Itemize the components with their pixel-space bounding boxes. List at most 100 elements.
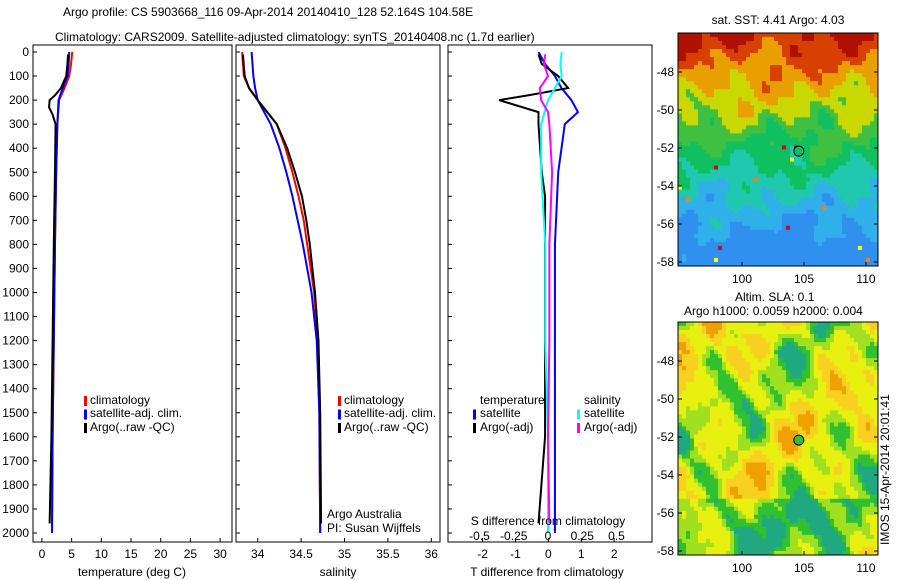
map-cell (818, 245, 823, 251)
map-cell (702, 257, 707, 263)
map-cell (798, 257, 803, 263)
map-cell (834, 33, 839, 38)
map-cell (742, 197, 747, 203)
map-cell (750, 410, 755, 415)
map-cell (678, 253, 683, 259)
map-cell (862, 249, 867, 255)
map-cell (710, 378, 715, 383)
map-cell (766, 470, 771, 476)
map-cell (810, 189, 815, 195)
map-cell (846, 450, 851, 455)
map-cell (698, 474, 703, 480)
map-cell (770, 398, 775, 403)
map-cell (702, 358, 707, 363)
map-cell (838, 438, 843, 443)
map-cell (842, 73, 847, 78)
map-cell (786, 197, 791, 203)
map-cell (786, 181, 791, 187)
map-cell (758, 466, 763, 472)
map-cell (758, 53, 763, 58)
map-cell (714, 49, 719, 54)
map-cell (822, 402, 827, 407)
map-cell (798, 217, 803, 223)
map-cell (794, 93, 799, 98)
map-cell (774, 438, 779, 443)
map-cell (850, 245, 855, 251)
map-cell (730, 370, 735, 375)
map-cell (754, 89, 759, 94)
map-cell (770, 133, 775, 138)
map-cell (834, 221, 839, 227)
map-cell (702, 253, 707, 259)
map-cell (738, 374, 743, 379)
map-cell (802, 137, 807, 142)
map-cell (742, 229, 747, 235)
map-cell (714, 97, 719, 102)
map-cell (786, 346, 791, 351)
map-cell (814, 161, 819, 166)
map-cell (802, 386, 807, 391)
map-cell (874, 366, 879, 371)
map-cell (790, 354, 795, 359)
map-cell (862, 370, 867, 375)
map-cell (838, 161, 843, 166)
map-cell (730, 53, 735, 58)
map-cell (742, 201, 747, 207)
map-cell (822, 105, 827, 110)
map-cell (870, 49, 875, 54)
map-cell (698, 137, 703, 142)
map-cell (694, 346, 699, 351)
map-cell (818, 101, 823, 106)
map-cell (802, 141, 807, 146)
map-cell (710, 213, 715, 219)
map-cell (870, 185, 875, 191)
map-cell (738, 145, 743, 150)
map-cell (678, 245, 683, 251)
map-cell (750, 141, 755, 146)
map-cell (730, 350, 735, 355)
map-cell (806, 65, 811, 70)
map-cell (710, 73, 715, 78)
map-cell (698, 173, 703, 179)
map-cell (866, 181, 871, 187)
map-cell (858, 113, 863, 118)
map-cell (838, 169, 843, 175)
map-cell (770, 33, 775, 38)
map-cell (678, 197, 683, 203)
map-cell (862, 410, 867, 415)
map-cell (790, 370, 795, 375)
map-cell (678, 165, 683, 170)
map-cell (822, 398, 827, 403)
map-cell (794, 237, 799, 243)
map-cell (870, 165, 875, 170)
map-cell (802, 165, 807, 170)
map-cell (690, 422, 695, 427)
map-cell (846, 426, 851, 431)
map-cell (766, 197, 771, 203)
map-cell (678, 237, 683, 243)
map-cell (690, 137, 695, 142)
map-cell (770, 125, 775, 130)
map-cell (814, 129, 819, 134)
map-cell (690, 101, 695, 106)
map-cell (762, 105, 767, 110)
map-cell (758, 418, 763, 423)
map-cell (874, 374, 879, 379)
map-cell (774, 73, 779, 78)
map-cell (690, 458, 695, 464)
map-cell (742, 350, 747, 355)
map-cell (746, 169, 751, 175)
map-cell (826, 422, 831, 427)
map-cell (814, 165, 819, 170)
map-cell (742, 438, 747, 443)
map-cell (766, 430, 771, 435)
map-y-tick-label: -50 (657, 103, 675, 117)
map-cell (710, 249, 715, 255)
map-cell (754, 241, 759, 247)
map-cell (766, 93, 771, 98)
map-cell (850, 81, 855, 86)
map-cell (866, 470, 871, 476)
map-cell (770, 73, 775, 78)
map-cell (734, 197, 739, 203)
map-cell (738, 322, 743, 327)
